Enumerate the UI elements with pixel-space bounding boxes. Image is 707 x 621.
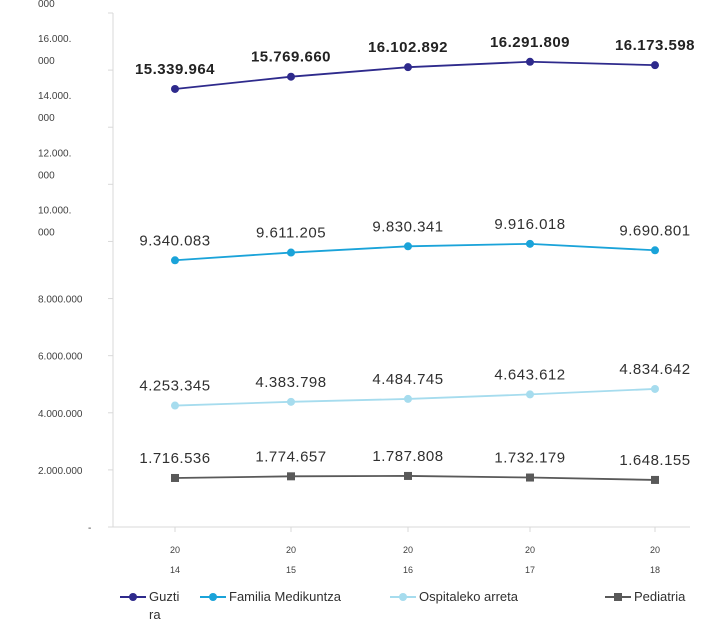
legend-item: Guzti ra — [120, 589, 179, 621]
data-label: 9.830.341 — [372, 218, 443, 235]
data-point — [526, 57, 534, 66]
y-tick-label: 16.000. — [38, 34, 71, 45]
x-tick-label: 20 — [650, 545, 660, 555]
x-tick-label: 20 — [403, 545, 413, 555]
x-tick-label: 18 — [650, 565, 660, 575]
legend-marker — [129, 593, 137, 601]
data-labels: 15.339.964 15.769.660 16.102.892 16.291.809… — [135, 34, 695, 469]
data-point — [651, 384, 659, 393]
data-label: 1.787.808 — [372, 448, 443, 465]
y-tick-label: 000 — [38, 56, 55, 67]
legend-item: Ospitaleko arreta — [390, 589, 519, 604]
data-point — [287, 397, 295, 406]
data-label: 9.690.801 — [619, 222, 690, 239]
data-label: 16.291.809 — [490, 34, 570, 51]
data-point — [526, 390, 534, 399]
data-label: 4.834.642 — [619, 361, 690, 378]
data-label: 16.173.598 — [615, 37, 695, 54]
y-tick-label: 000 — [38, 0, 55, 10]
legend-item: Pediatria — [605, 589, 686, 604]
data-label: 1.716.536 — [139, 450, 210, 467]
data-point — [171, 401, 179, 410]
data-label: 1.648.155 — [619, 452, 690, 469]
data-label: 16.102.892 — [368, 39, 448, 56]
data-point — [287, 472, 295, 481]
y-tick-label: 000 — [38, 227, 55, 238]
data-label: 9.340.083 — [139, 232, 210, 249]
series-group — [171, 57, 659, 484]
x-axis-ticks: 20 14 20 15 20 16 20 17 20 18 — [170, 527, 660, 575]
data-point — [651, 475, 659, 484]
data-point — [171, 84, 179, 93]
y-tick-label: 12.000. — [38, 148, 71, 159]
legend-label: Guzti — [149, 589, 179, 604]
legend-item: Familia Medikuntza — [200, 589, 342, 604]
data-point — [526, 239, 534, 248]
data-point — [287, 248, 295, 257]
x-tick-label: 20 — [286, 545, 296, 555]
data-point — [404, 471, 412, 480]
y-tick-label: 14.000. — [38, 91, 71, 102]
data-point — [526, 473, 534, 482]
y-tick-label: 000 — [38, 170, 55, 181]
data-point — [651, 61, 659, 70]
x-tick-label: 15 — [286, 565, 296, 575]
y-tick-label: - — [88, 523, 91, 534]
y-tick-label: 2.000.000 — [38, 466, 83, 477]
legend-label: ra — [149, 607, 161, 621]
data-label: 4.383.798 — [255, 374, 326, 391]
y-tick-label: 000 — [38, 113, 55, 124]
legend-marker — [209, 593, 217, 601]
data-point — [171, 473, 179, 482]
series-line — [174, 475, 656, 481]
x-tick-label: 20 — [170, 545, 180, 555]
legend: Guzti ra Familia Medikuntza Ospitaleko arre… — [120, 589, 686, 621]
data-label: 9.611.205 — [256, 225, 326, 242]
x-tick-label: 14 — [170, 565, 180, 575]
legend-label: Pediatria — [634, 589, 686, 604]
data-point — [404, 394, 412, 403]
data-label: 4.484.745 — [372, 371, 443, 388]
x-tick-label: 16 — [403, 565, 413, 575]
series-line — [174, 60, 656, 90]
data-label: 15.769.660 — [251, 49, 331, 66]
y-tick-label: 6.000.000 — [38, 352, 83, 363]
chart-axes — [112, 13, 690, 528]
data-point — [404, 242, 412, 251]
data-point — [171, 256, 179, 265]
data-point — [404, 63, 412, 72]
data-label: 1.732.179 — [494, 450, 565, 467]
x-tick-label: 17 — [525, 565, 535, 575]
legend-label: Familia Medikuntza — [229, 589, 342, 604]
x-tick-label: 20 — [525, 545, 535, 555]
y-tick-label: 4.000.000 — [38, 409, 83, 420]
data-point — [651, 246, 659, 255]
data-point — [287, 72, 295, 81]
legend-marker — [614, 593, 622, 601]
y-axis-ticks: - 2.000.000 4.000.000 6.000.000 8.000.000 10.… — [38, 0, 113, 534]
series-line — [174, 388, 656, 407]
data-label: 15.339.964 — [135, 61, 215, 78]
data-label: 4.253.345 — [139, 378, 210, 395]
data-label: 9.916.018 — [494, 216, 565, 233]
legend-marker — [399, 593, 407, 601]
data-label: 4.643.612 — [494, 366, 565, 383]
legend-label: Ospitaleko arreta — [419, 589, 519, 604]
y-tick-label: 8.000.000 — [38, 295, 83, 306]
series-line — [174, 242, 656, 262]
data-label: 1.774.657 — [255, 448, 326, 465]
y-tick-label: 10.000. — [38, 205, 71, 216]
